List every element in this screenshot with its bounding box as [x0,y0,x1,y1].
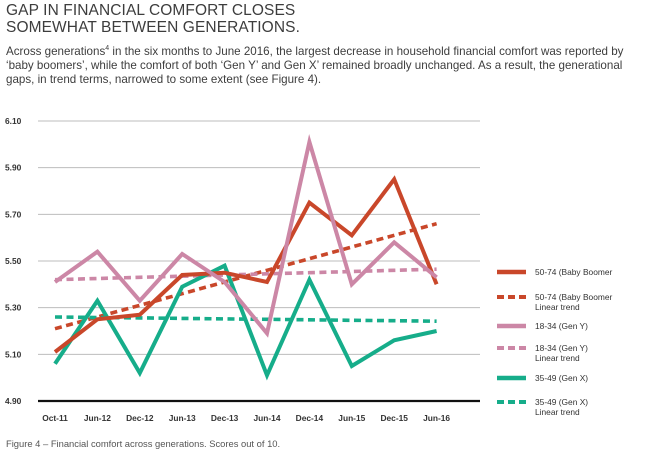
y-tick-label: 5.10 [5,349,22,359]
title-line-1: GAP IN FINANCIAL COMFORT CLOSES [6,2,296,19]
intro-paragraph: Across generations4 in the six months to… [6,42,642,87]
legend-label: 35-49 (Gen X) [535,373,588,383]
y-tick-label: 5.70 [5,209,22,219]
intro-text-start: Across generations [6,44,106,58]
y-tick-label: 5.50 [5,256,22,266]
x-tick-label: Jun-13 [169,413,196,423]
legend-label-line2: Linear trend [535,407,580,417]
series-line-4 [53,262,438,381]
y-tick-label: 4.90 [5,396,22,406]
y-tick-label: 5.90 [5,163,22,173]
x-tick-label: Oct-11 [42,413,68,423]
x-tick-label: Dec-14 [296,413,324,423]
x-tick-label: Jun-14 [254,413,281,423]
series-line-0 [53,175,439,354]
x-tick-label: Dec-12 [126,413,154,423]
figure-caption: Figure 4 – Financial comfort across gene… [6,438,281,449]
x-tick-label: Dec-13 [211,413,239,423]
y-tick-label: 6.10 [5,116,22,126]
x-tick-label: Dec-15 [380,413,408,423]
legend-label: 35-49 (Gen X) [535,397,588,407]
legend-label: 50-74 (Baby Boomer [535,267,612,277]
series-line-2 [53,134,438,338]
chart-title: GAP IN FINANCIAL COMFORT CLOSES SOMEWHAT… [6,2,406,36]
y-tick-label: 5.30 [5,303,22,313]
legend-label: 50-74 (Baby Boomer [535,292,612,302]
legend-label: 18-34 (Gen Y) [535,321,588,331]
legend-label: 18-34 (Gen Y) [535,343,588,353]
legend-label-line2: Linear trend [535,302,580,312]
x-tick-label: Jun-16 [423,413,450,423]
footnote-marker: 4 [105,45,110,52]
intro-text-rest: in the six months to June 2016, the larg… [6,44,624,86]
legend-label-line2: Linear trend [535,353,580,363]
x-tick-label: Jun-15 [338,413,365,423]
x-tick-label: Jun-12 [84,413,111,423]
title-line-2: SOMEWHAT BETWEEN GENERATIONS. [6,19,300,36]
